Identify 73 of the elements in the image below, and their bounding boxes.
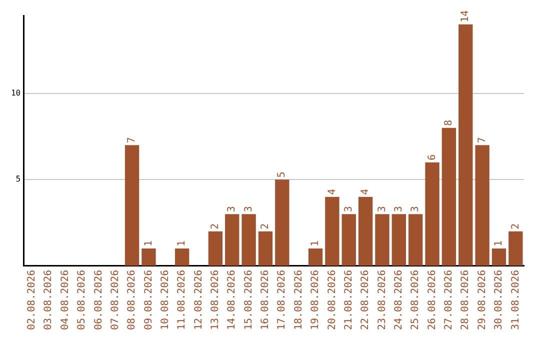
x-tick-label: 19.08.2026 (310, 270, 322, 330)
data-label: 1 (494, 240, 505, 247)
x-tick-label: 29.08.2026 (476, 270, 488, 330)
x-tick-label: 04.08.2026 (60, 270, 71, 330)
x-tick-label: 27.08.2026 (444, 270, 455, 330)
data-label: 7 (476, 137, 488, 144)
x-tick-label: 14.08.2026 (226, 270, 238, 330)
bar (275, 180, 290, 266)
x-tick-label: 12.08.2026 (193, 270, 204, 330)
bar (308, 248, 323, 266)
bar (124, 145, 140, 266)
x-tick-label: 08.08.2026 (126, 270, 138, 330)
x-tick-label: 26.08.2026 (426, 270, 438, 330)
bar (342, 214, 356, 266)
x-tick-label: 02.08.2026 (26, 270, 38, 330)
x-tick-label: 23.08.2026 (376, 270, 388, 330)
data-label: 4 (360, 188, 372, 195)
bar (242, 214, 256, 266)
bar (492, 248, 506, 266)
x-tick-label: 28.08.2026 (460, 270, 472, 330)
x-tick-label: 22.08.2026 (360, 270, 372, 330)
data-label: 14 (460, 10, 472, 22)
bar (258, 231, 273, 266)
data-label: 2 (260, 223, 272, 230)
x-tick-label: 21.08.2026 (343, 270, 354, 330)
data-label: 1 (143, 240, 154, 247)
x-tick-label: 24.08.2026 (394, 270, 404, 330)
data-label: 5 (276, 172, 288, 178)
bar (358, 196, 373, 266)
bar (508, 231, 523, 266)
x-tick-label: 25.08.2026 (410, 270, 422, 330)
bar (392, 214, 406, 266)
data-label: 3 (226, 206, 238, 212)
x-tick-label: 11.08.2026 (176, 270, 188, 330)
bar (442, 128, 456, 266)
bar (408, 214, 423, 266)
data-label: 3 (394, 206, 404, 212)
bar (458, 24, 473, 266)
bar (375, 214, 390, 266)
x-tick-label: 05.08.2026 (76, 270, 88, 330)
bar (142, 248, 156, 266)
data-label: 1 (176, 240, 188, 247)
data-label: 7 (126, 137, 138, 144)
bar (174, 248, 190, 266)
bar (475, 145, 490, 266)
bar (425, 162, 440, 266)
bar (225, 214, 240, 266)
data-label: 3 (243, 206, 254, 212)
data-label: 2 (510, 223, 522, 230)
data-label: 3 (410, 206, 422, 212)
x-tick-label: 06.08.2026 (93, 270, 104, 330)
data-label: 8 (444, 120, 455, 126)
x-tick-label: 16.08.2026 (260, 270, 272, 330)
bar (208, 231, 223, 266)
x-tick-label: 15.08.2026 (243, 270, 254, 330)
x-tick-label: 10.08.2026 (160, 270, 171, 330)
y-tick-label: 10 (10, 88, 21, 98)
data-label: 1 (310, 240, 322, 247)
x-tick-label: 07.08.2026 (110, 270, 121, 330)
x-tick-label: 17.08.2026 (276, 270, 288, 330)
x-tick-label: 31.08.2026 (510, 270, 522, 330)
data-label: 2 (210, 223, 222, 230)
data-label: 6 (426, 154, 438, 160)
data-label: 4 (326, 188, 338, 195)
x-tick-label: 18.08.2026 (293, 270, 304, 330)
x-tick-label: 20.08.2026 (326, 270, 338, 330)
data-label: 3 (376, 206, 388, 212)
x-tick-label: 03.08.2026 (43, 270, 54, 330)
data-label: 3 (343, 206, 354, 212)
x-tick-label: 13.08.2026 (210, 270, 222, 330)
bar (325, 196, 340, 266)
x-tick-label: 09.08.2026 (143, 270, 154, 330)
x-tick-label: 30.08.2026 (494, 270, 505, 330)
